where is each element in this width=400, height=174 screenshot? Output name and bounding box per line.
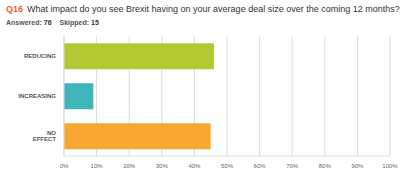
svg-text:40%: 40% — [188, 163, 201, 169]
svg-text:100%: 100% — [382, 163, 392, 169]
svg-text:INCREASING: INCREASING — [18, 93, 56, 99]
svg-text:60%: 60% — [254, 163, 267, 169]
svg-text:NOEFFECT: NOEFFECT — [33, 130, 57, 142]
svg-text:90%: 90% — [351, 163, 364, 169]
svg-text:70%: 70% — [286, 163, 299, 169]
svg-text:50%: 50% — [221, 163, 234, 169]
html-text:Q16: Q16 — [6, 4, 23, 14]
svg-text:20%: 20% — [123, 163, 136, 169]
html-text:What impact do you see Brexit: What impact do you see Brexit having on … — [27, 4, 400, 14]
html-text:Skipped: 15: Skipped: 15 — [59, 19, 99, 26]
html-text:Answered: 76: Answered: 76 — [6, 19, 52, 26]
svg-text:REDUCING: REDUCING — [24, 53, 56, 59]
svg-text:10%: 10% — [91, 163, 104, 169]
svg-text:30%: 30% — [156, 163, 169, 169]
svg-text:80%: 80% — [319, 163, 332, 169]
svg-text:0%: 0% — [60, 163, 69, 169]
